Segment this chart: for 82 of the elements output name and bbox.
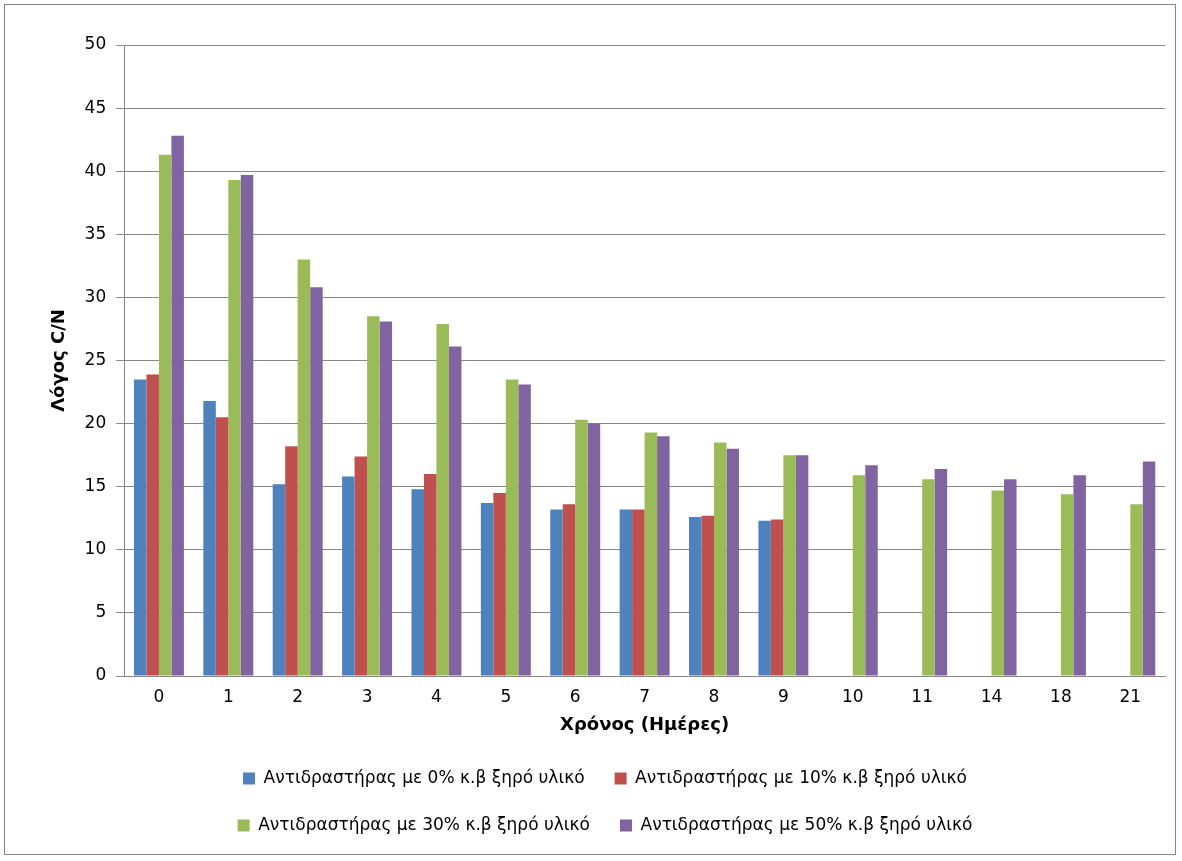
x-tick-label: 0 <box>153 685 165 706</box>
legend-label: Αντιδραστήρας με 0% κ.β ξηρό υλικό <box>263 766 585 787</box>
y-tick-label: 10 <box>84 538 107 559</box>
bar <box>285 446 298 676</box>
bar <box>1130 504 1143 676</box>
bar <box>480 503 494 676</box>
bar <box>657 436 670 676</box>
x-tick-label: 3 <box>361 685 373 706</box>
bar <box>991 490 1005 676</box>
bar <box>436 323 449 676</box>
bar <box>934 469 948 676</box>
legend-label: Αντιδραστήρας με 50% κ.β ξηρό υλικό <box>640 813 973 834</box>
y-tick-label: 50 <box>84 33 107 54</box>
bar <box>619 509 633 676</box>
bar <box>770 519 784 676</box>
bar <box>171 135 184 676</box>
bar <box>505 379 519 676</box>
y-tick-label: 20 <box>84 412 107 433</box>
bar <box>146 374 159 676</box>
bar <box>644 432 658 676</box>
bar <box>1142 461 1156 676</box>
bar <box>865 465 878 676</box>
bar <box>272 484 286 676</box>
bar <box>632 509 645 676</box>
bar <box>158 154 172 676</box>
x-tick-label: 1 <box>222 685 234 706</box>
bar <box>1073 475 1086 676</box>
bar <box>367 316 380 676</box>
y-tick-label: 45 <box>84 96 107 117</box>
bar <box>795 455 809 676</box>
bar <box>203 400 216 676</box>
y-tick-label: 35 <box>84 222 107 243</box>
bar <box>783 455 796 676</box>
bar <box>550 509 563 676</box>
legend-label: Αντιδραστήρας με 10% κ.β ξηρό υλικό <box>635 766 967 787</box>
x-tick-label: 10 <box>841 685 864 706</box>
bar <box>518 384 531 676</box>
bar <box>423 474 437 676</box>
y-tick-label: 30 <box>84 285 107 306</box>
bar <box>852 475 866 676</box>
bar <box>701 515 714 676</box>
bar <box>411 489 424 676</box>
x-tick-label: 4 <box>431 685 442 706</box>
bar <box>714 442 727 676</box>
bar <box>562 504 576 676</box>
x-tick-label: 6 <box>569 685 581 706</box>
bar <box>379 321 393 676</box>
x-tick-label: 9 <box>777 685 789 706</box>
bar <box>587 423 601 676</box>
bar <box>133 379 147 676</box>
y-tick-label: 0 <box>95 664 107 685</box>
bar <box>575 419 588 676</box>
bar <box>228 180 241 676</box>
y-axis-title: Λόγος C/N <box>47 309 69 412</box>
bar <box>1060 494 1074 676</box>
bar <box>297 259 311 676</box>
bar <box>1004 479 1017 676</box>
bar <box>310 287 323 676</box>
bar <box>354 456 368 676</box>
bar <box>240 174 254 676</box>
x-tick-label: 2 <box>292 685 304 706</box>
x-tick-label: 21 <box>1119 685 1142 706</box>
legend-label: Αντιδραστήρας με 30% κ.β ξηρό υλικό <box>258 813 591 834</box>
bar <box>758 520 771 676</box>
x-tick-label: 14 <box>980 685 1003 706</box>
bar <box>726 448 739 676</box>
x-tick-label: 11 <box>911 685 933 706</box>
bar <box>493 493 506 676</box>
y-tick-label: 15 <box>84 475 107 496</box>
bar <box>922 479 935 676</box>
y-tick-label: 5 <box>95 601 107 622</box>
y-tick-label: 40 <box>84 159 107 180</box>
bar <box>448 346 462 676</box>
x-tick-label: 7 <box>639 685 651 706</box>
x-tick-label: 8 <box>708 685 720 706</box>
x-tick-label: 18 <box>1050 685 1072 706</box>
bar <box>689 516 702 676</box>
x-tick-label: 5 <box>500 685 512 706</box>
y-tick-label: 25 <box>84 348 107 369</box>
x-axis-title: Χρόνος (Ημέρες) <box>560 712 730 734</box>
bar <box>215 417 229 676</box>
bar <box>342 476 355 676</box>
